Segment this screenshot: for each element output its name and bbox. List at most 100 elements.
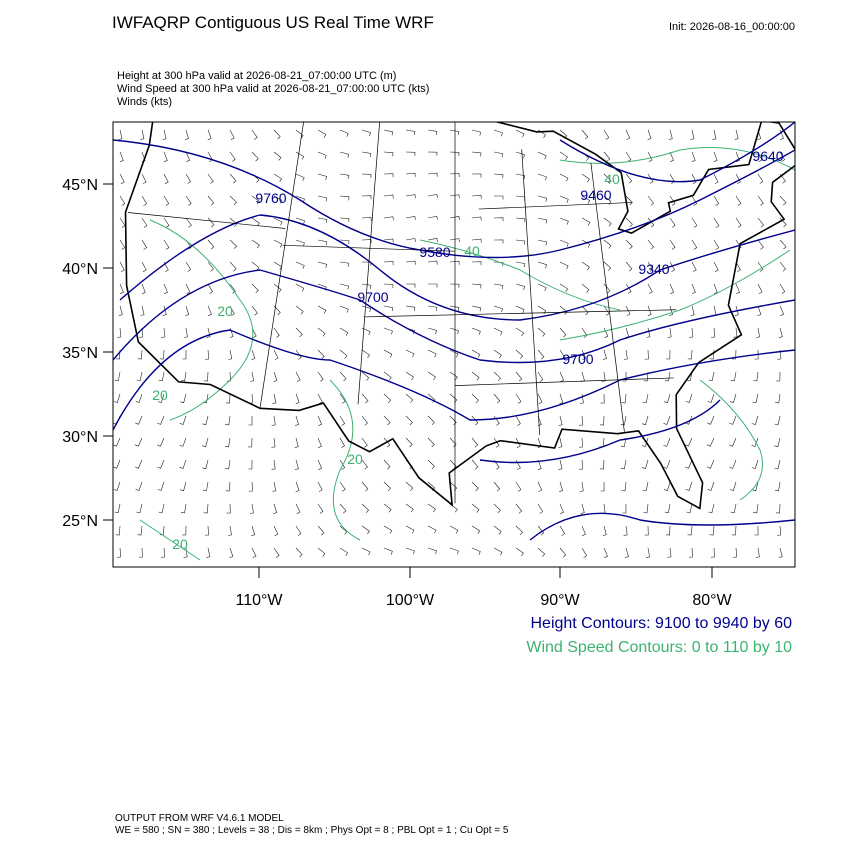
wind-barb bbox=[537, 283, 547, 292]
wind-barb bbox=[202, 481, 209, 492]
wind-barb bbox=[578, 437, 583, 448]
wind-barb bbox=[428, 283, 438, 288]
wind-barb bbox=[493, 371, 502, 382]
wind-barb bbox=[559, 327, 567, 338]
wind-barb bbox=[774, 481, 781, 492]
field-label: Winds (kts) bbox=[117, 96, 172, 108]
wind-barb bbox=[537, 371, 544, 382]
boundary bbox=[521, 149, 541, 435]
wind-barb bbox=[361, 481, 369, 492]
wind-barb bbox=[225, 393, 231, 404]
wind-barb bbox=[757, 195, 764, 206]
wind-barb bbox=[559, 195, 569, 203]
wind-barb bbox=[581, 129, 589, 140]
wind-barb bbox=[515, 327, 525, 337]
wind-barb bbox=[162, 305, 167, 316]
wind-barb bbox=[273, 525, 279, 536]
speed-label: 40 bbox=[464, 243, 480, 259]
wind-barb bbox=[537, 261, 547, 269]
wind-barb bbox=[179, 437, 187, 447]
wind-barb bbox=[361, 129, 371, 137]
wind-barb bbox=[119, 195, 126, 206]
wind-barb bbox=[249, 503, 254, 514]
wind-barb bbox=[317, 305, 327, 314]
wind-barb bbox=[730, 371, 737, 382]
wind-barb bbox=[427, 215, 438, 220]
wind-barb bbox=[273, 503, 278, 514]
wind-barb bbox=[515, 371, 523, 382]
wind-barb bbox=[163, 239, 170, 250]
wind-barb bbox=[339, 393, 346, 404]
wind-barb bbox=[643, 371, 649, 382]
wind-barb bbox=[161, 547, 166, 558]
wind-barb bbox=[317, 217, 328, 224]
wind-barb bbox=[537, 195, 548, 202]
wind-barb bbox=[603, 239, 612, 249]
boundary bbox=[590, 162, 625, 432]
wind-barb bbox=[471, 547, 481, 555]
wind-barb bbox=[229, 547, 234, 558]
wind-barb bbox=[157, 393, 165, 403]
wind-barb bbox=[599, 415, 605, 426]
wind-barb bbox=[558, 415, 563, 426]
wind-barb bbox=[141, 239, 148, 250]
wind-barb bbox=[493, 151, 504, 158]
wind-barb bbox=[383, 283, 394, 289]
wind-barb bbox=[405, 194, 416, 199]
wind-barb bbox=[141, 261, 147, 272]
wind-barb bbox=[735, 173, 741, 184]
wind-barb bbox=[273, 349, 279, 360]
wind-barb bbox=[735, 151, 740, 162]
wind-barb bbox=[471, 415, 479, 426]
wind-barb bbox=[317, 371, 324, 382]
wind-barb bbox=[647, 129, 652, 140]
wind-barb bbox=[669, 195, 676, 206]
wind-barb bbox=[361, 217, 372, 222]
wind-barb bbox=[647, 195, 655, 206]
wind-barb bbox=[537, 547, 546, 557]
height-contours bbox=[113, 122, 795, 541]
wind-barb bbox=[713, 239, 720, 250]
wind-barb bbox=[733, 547, 738, 558]
wind-barb bbox=[558, 437, 563, 448]
wind-barb bbox=[226, 371, 231, 382]
wind-barb bbox=[248, 437, 253, 448]
wind-barb bbox=[295, 129, 304, 139]
wind-barb bbox=[779, 305, 785, 316]
wind-barb bbox=[581, 305, 589, 316]
wind-barb bbox=[559, 261, 569, 270]
wind-barb bbox=[707, 393, 715, 403]
wind-barb bbox=[225, 415, 231, 426]
wind-barb bbox=[141, 217, 148, 228]
wind-barb bbox=[753, 503, 759, 514]
wind-barb bbox=[775, 393, 781, 404]
boundary bbox=[357, 122, 380, 405]
wind-barb bbox=[625, 261, 633, 272]
wind-barb bbox=[663, 393, 671, 404]
wind-barb bbox=[361, 239, 372, 244]
wind-barb bbox=[273, 173, 283, 182]
wind-barb bbox=[229, 239, 238, 249]
wind-barb bbox=[581, 327, 588, 338]
wind-barb bbox=[182, 350, 187, 360]
wind-barb bbox=[113, 481, 121, 491]
wind-barb bbox=[778, 327, 783, 338]
wind-barb bbox=[317, 503, 324, 514]
wind-barb bbox=[361, 305, 372, 312]
wind-barb bbox=[471, 173, 482, 178]
wind-barb bbox=[775, 503, 781, 514]
wind-barb bbox=[383, 261, 394, 266]
wind-barb bbox=[559, 283, 569, 293]
wind-barb bbox=[427, 260, 438, 265]
height-label: 9460 bbox=[580, 187, 611, 203]
wind-barb bbox=[405, 238, 416, 243]
wind-barb bbox=[707, 415, 715, 425]
wind-barb bbox=[603, 151, 611, 162]
wind-barb bbox=[625, 173, 633, 184]
wind-barb bbox=[134, 459, 143, 469]
wind-barb bbox=[757, 217, 765, 228]
wind-barb bbox=[339, 349, 348, 359]
wind-barb bbox=[515, 525, 524, 536]
wind-barb bbox=[405, 437, 413, 448]
wind-barb bbox=[180, 481, 187, 492]
